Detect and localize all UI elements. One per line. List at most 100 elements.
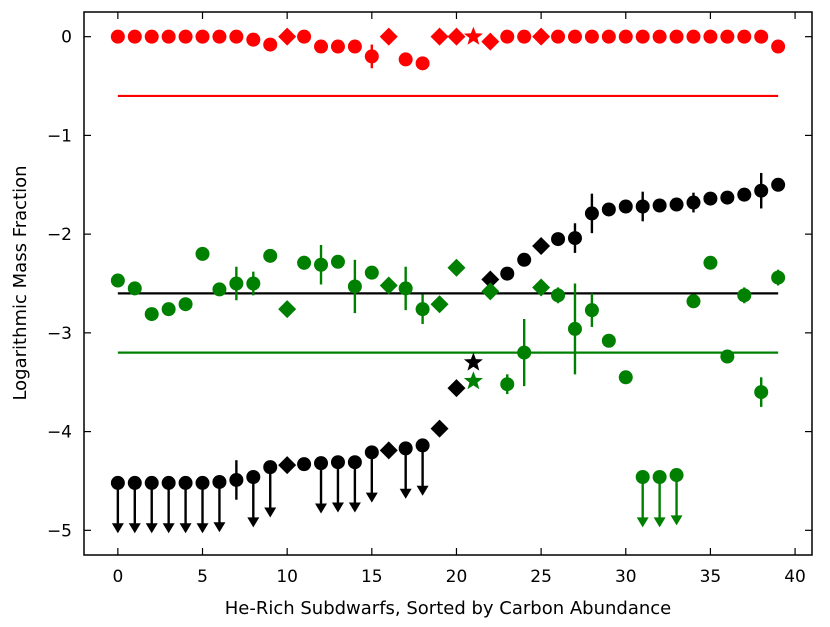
nitrogen-circle-marker xyxy=(314,257,329,272)
helium-point xyxy=(178,29,193,44)
carbon-arrow-head xyxy=(247,517,260,528)
helium-circle-marker xyxy=(551,29,566,44)
helium-point xyxy=(212,29,227,44)
nitrogen-diamond-marker xyxy=(278,300,297,319)
carbon-point xyxy=(430,419,449,438)
nitrogen-point xyxy=(447,258,466,277)
helium-circle-marker xyxy=(703,29,718,44)
nitrogen-circle-marker xyxy=(703,255,718,270)
nitrogen-point xyxy=(110,273,125,288)
carbon-arrow-head xyxy=(179,523,192,534)
carbon-circle-marker xyxy=(720,190,735,205)
carbon-arrow-head xyxy=(331,502,344,513)
carbon-point xyxy=(584,193,599,234)
carbon-arrow-head xyxy=(264,507,277,518)
helium-circle-marker xyxy=(330,39,345,54)
carbon-point xyxy=(330,455,345,513)
carbon-point xyxy=(398,441,413,499)
carbon-circle-marker xyxy=(652,198,667,213)
helium-point xyxy=(463,26,483,45)
carbon-circle-marker xyxy=(314,456,329,471)
carbon-point xyxy=(669,197,684,212)
helium-point xyxy=(635,29,650,44)
x-tick-label: 5 xyxy=(197,567,208,587)
helium-circle-marker xyxy=(110,29,125,44)
helium-diamond-marker xyxy=(532,27,551,46)
carbon-circle-marker xyxy=(601,202,616,217)
nitrogen-circle-marker xyxy=(347,279,362,294)
carbon-circle-marker xyxy=(330,455,345,470)
helium-point xyxy=(567,29,582,44)
helium-point xyxy=(415,56,430,71)
carbon-point xyxy=(481,270,500,289)
helium-circle-marker xyxy=(500,29,515,44)
helium-point xyxy=(754,29,769,44)
carbon-point xyxy=(551,232,566,247)
carbon-circle-marker xyxy=(364,445,379,460)
helium-point xyxy=(110,29,125,44)
carbon-point xyxy=(500,266,515,281)
carbon-arrow-head xyxy=(365,492,378,503)
helium-point xyxy=(161,29,176,44)
helium-diamond-marker xyxy=(481,32,500,51)
helium-circle-marker xyxy=(771,39,786,54)
nitrogen-point xyxy=(686,294,701,309)
nitrogen-circle-marker xyxy=(178,297,193,312)
helium-point xyxy=(720,29,735,44)
helium-circle-marker xyxy=(144,29,159,44)
nitrogen-point xyxy=(584,293,599,327)
carbon-circle-marker xyxy=(686,195,701,210)
carbon-point xyxy=(229,460,244,500)
nitrogen-point xyxy=(771,269,786,286)
x-tick-label: 10 xyxy=(276,567,298,587)
carbon-point xyxy=(364,445,379,503)
nitrogen-point xyxy=(618,370,633,385)
carbon-point xyxy=(463,352,483,371)
helium-point xyxy=(297,29,312,44)
carbon-circle-marker xyxy=(415,438,430,453)
carbon-point xyxy=(703,191,718,206)
y-tick-label: −1 xyxy=(47,126,72,146)
helium-circle-marker xyxy=(178,29,193,44)
carbon-circle-marker xyxy=(246,470,261,485)
nitrogen-point xyxy=(263,248,278,263)
nitrogen-point xyxy=(364,265,379,280)
nitrogen-circle-marker xyxy=(601,333,616,348)
helium-point xyxy=(771,39,786,54)
nitrogen-circle-marker xyxy=(754,385,769,400)
helium-circle-marker xyxy=(364,49,379,64)
helium-circle-marker xyxy=(720,29,735,44)
helium-circle-marker xyxy=(652,29,667,44)
carbon-circle-marker xyxy=(178,475,193,490)
carbon-diamond-marker xyxy=(481,270,500,289)
helium-point xyxy=(703,29,718,44)
x-tick-label: 25 xyxy=(530,567,552,587)
helium-point xyxy=(618,29,633,44)
carbon-circle-marker xyxy=(195,475,210,490)
nitrogen-point xyxy=(347,259,362,314)
nitrogen-arrow-head xyxy=(653,517,666,528)
carbon-circle-marker xyxy=(398,441,413,456)
helium-point xyxy=(330,39,345,54)
x-axis-label: He-Rich Subdwarfs, Sorted by Carbon Abun… xyxy=(225,598,672,619)
nitrogen-circle-marker xyxy=(127,281,142,296)
nitrogen-circle-marker xyxy=(500,377,515,392)
x-tick-label: 15 xyxy=(361,567,383,587)
helium-point xyxy=(314,39,329,54)
carbon-point xyxy=(195,475,210,534)
helium-point xyxy=(551,29,566,44)
x-tick-label: 30 xyxy=(615,567,637,587)
nitrogen-circle-marker xyxy=(737,288,752,303)
carbon-arrow-head xyxy=(213,522,226,533)
nitrogen-circle-marker xyxy=(144,307,159,322)
helium-point xyxy=(669,29,684,44)
nitrogen-point xyxy=(601,333,616,348)
nitrogen-circle-marker xyxy=(110,273,125,288)
helium-circle-marker xyxy=(314,39,329,54)
helium-point xyxy=(500,29,515,44)
helium-circle-marker xyxy=(618,29,633,44)
carbon-arrow-head xyxy=(111,523,124,534)
y-tick-label: −2 xyxy=(47,225,72,245)
carbon-point xyxy=(127,475,142,534)
